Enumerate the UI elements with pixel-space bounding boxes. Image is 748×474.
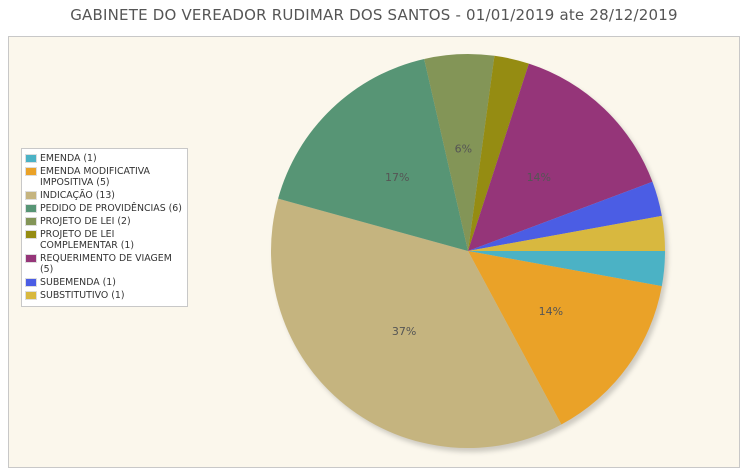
legend-swatch [25,191,37,200]
legend-item[interactable]: INDICAÇÃO (13) [25,190,184,201]
legend-item[interactable]: REQUERIMENTO DE VIAGEM (5) [25,253,184,275]
chart-title: GABINETE DO VEREADOR RUDIMAR DOS SANTOS … [70,6,678,24]
legend: EMENDA (1) EMENDA MODIFICATIVA IMPOSITIVA… [21,148,188,307]
pie-labels: 14% 37% 17% 6% 14% [385,143,563,338]
pie-slice[interactable] [468,63,653,251]
legend-swatch [25,217,37,226]
pie-slice[interactable] [424,53,495,252]
pie-slice[interactable] [468,251,665,287]
pie-slice[interactable] [468,181,662,251]
legend-label: EMENDA MODIFICATIVA IMPOSITIVA (5) [40,166,150,188]
legend-label: EMENDA (1) [40,153,97,164]
legend-label: REQUERIMENTO DE VIAGEM (5) [40,253,172,275]
legend-swatch [25,291,37,300]
legend-label: SUBSTITUTIVO (1) [40,290,125,301]
legend-label: SUBEMENDA (1) [40,277,116,288]
legend-item[interactable]: SUBEMENDA (1) [25,277,184,288]
legend-label: PROJETO DE LEI (2) [40,216,131,227]
pie-slice-percent-label: 14% [527,171,551,184]
legend-item[interactable]: PROJETO DE LEI (2) [25,216,184,227]
legend-swatch [25,154,37,163]
pie-slice[interactable] [278,58,468,251]
pie-slice-percent-label: 14% [539,305,563,318]
pie-slice[interactable] [468,251,662,425]
legend-item[interactable]: EMENDA MODIFICATIVA IMPOSITIVA (5) [25,166,184,188]
legend-label: INDICAÇÃO (13) [40,190,115,201]
legend-item[interactable]: PROJETO DE LEI COMPLEMENTAR (1) [25,229,184,251]
legend-swatch [25,167,37,176]
pie-slice-percent-label: 17% [385,171,409,184]
pie-slice[interactable] [271,198,562,449]
pie-slice[interactable] [468,215,665,251]
pie-slice[interactable] [468,55,529,251]
pie-slice-percent-label: 37% [392,325,416,338]
pie-slice-percent-label: 6% [455,143,472,156]
legend-item[interactable]: SUBSTITUTIVO (1) [25,290,184,301]
legend-swatch [25,230,37,239]
legend-label: PEDIDO DE PROVIDÊNCIAS (6) [40,203,182,214]
pie-slices [271,53,665,449]
legend-item[interactable]: EMENDA (1) [25,153,184,164]
legend-swatch [25,278,37,287]
legend-item[interactable]: PEDIDO DE PROVIDÊNCIAS (6) [25,203,184,214]
legend-label: PROJETO DE LEI COMPLEMENTAR (1) [40,229,135,251]
legend-swatch [25,204,37,213]
legend-swatch [25,254,37,263]
